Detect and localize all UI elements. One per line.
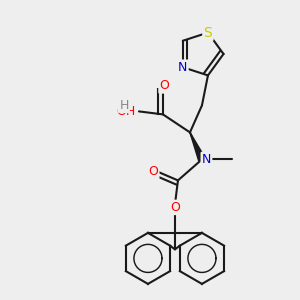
Text: S: S (204, 26, 212, 40)
Text: N: N (178, 61, 188, 74)
Text: N: N (202, 153, 211, 166)
Text: H: H (119, 99, 129, 112)
Text: O: O (160, 80, 170, 92)
Text: O: O (170, 201, 180, 214)
Polygon shape (190, 132, 205, 161)
Text: OH: OH (117, 105, 136, 118)
Text: O: O (148, 165, 158, 178)
